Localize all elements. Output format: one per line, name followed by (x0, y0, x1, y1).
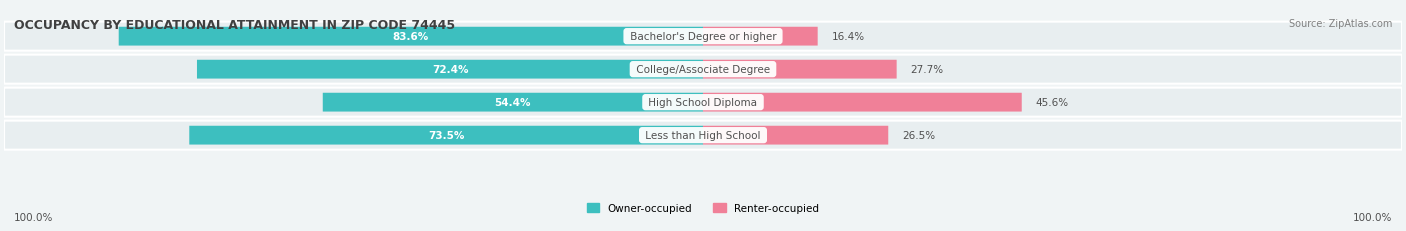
Text: Source: ZipAtlas.com: Source: ZipAtlas.com (1288, 18, 1392, 28)
FancyBboxPatch shape (703, 126, 889, 145)
Legend: Owner-occupied, Renter-occupied: Owner-occupied, Renter-occupied (586, 203, 820, 213)
Text: 100.0%: 100.0% (1353, 212, 1392, 222)
FancyBboxPatch shape (703, 28, 818, 46)
FancyBboxPatch shape (703, 61, 897, 79)
Text: 83.6%: 83.6% (392, 32, 429, 42)
FancyBboxPatch shape (197, 61, 703, 79)
FancyBboxPatch shape (4, 121, 1402, 150)
Text: 27.7%: 27.7% (911, 65, 943, 75)
Text: 100.0%: 100.0% (14, 212, 53, 222)
FancyBboxPatch shape (703, 93, 1022, 112)
Text: High School Diploma: High School Diploma (645, 98, 761, 108)
Text: OCCUPANCY BY EDUCATIONAL ATTAINMENT IN ZIP CODE 74445: OCCUPANCY BY EDUCATIONAL ATTAINMENT IN Z… (14, 18, 456, 31)
Text: 73.5%: 73.5% (427, 131, 464, 140)
FancyBboxPatch shape (118, 28, 703, 46)
Text: Less than High School: Less than High School (643, 131, 763, 140)
FancyBboxPatch shape (4, 55, 1402, 84)
Text: 26.5%: 26.5% (903, 131, 935, 140)
Text: Bachelor's Degree or higher: Bachelor's Degree or higher (627, 32, 779, 42)
Text: 54.4%: 54.4% (495, 98, 531, 108)
Text: 72.4%: 72.4% (432, 65, 468, 75)
Text: 16.4%: 16.4% (831, 32, 865, 42)
Text: College/Associate Degree: College/Associate Degree (633, 65, 773, 75)
Text: 45.6%: 45.6% (1036, 98, 1069, 108)
FancyBboxPatch shape (4, 88, 1402, 117)
FancyBboxPatch shape (190, 126, 703, 145)
FancyBboxPatch shape (4, 23, 1402, 52)
FancyBboxPatch shape (323, 93, 703, 112)
